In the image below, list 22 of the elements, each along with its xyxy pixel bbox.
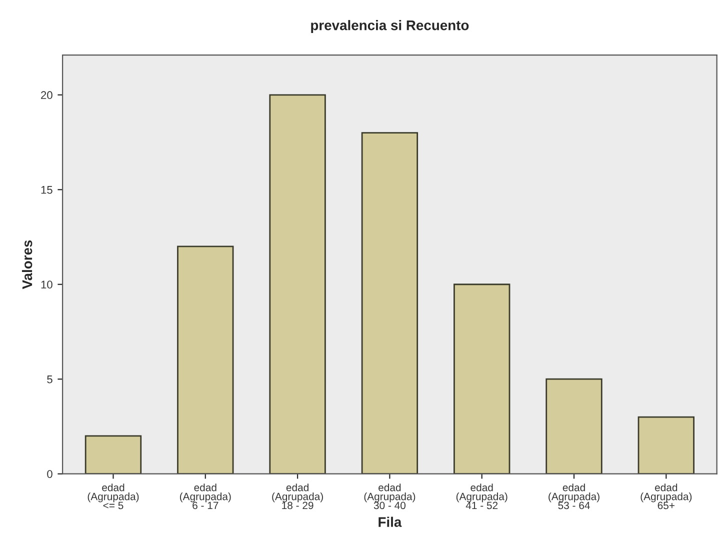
x-tick-label: edad (Agrupada) 30 - 40: [364, 484, 416, 510]
bar: [546, 378, 602, 474]
bar: [84, 435, 142, 474]
x-tick-label: edad (Agrupada) 18 - 29: [272, 484, 323, 510]
chart-title: prevalencia si Recuento: [311, 20, 469, 33]
x-tick-label: edad (Agrupada) 41 - 52: [456, 484, 508, 510]
bar: [638, 416, 694, 474]
x-tick-label: edad (Agrupada) 6 - 17: [180, 484, 231, 510]
y-tick-label: 5: [47, 376, 52, 384]
x-tick-label: edad (Agrupada) 65+: [640, 484, 692, 510]
x-tick-label: edad (Agrupada) <= 5: [88, 484, 139, 510]
bar: [177, 246, 234, 474]
x-axis-title: Fila: [378, 516, 402, 527]
y-axis-title: Valores: [22, 240, 32, 290]
y-tick-label: 20: [41, 91, 52, 100]
y-tick-label: 0: [47, 470, 52, 478]
bar: [269, 94, 326, 474]
y-tick-label: 15: [41, 186, 52, 194]
x-tick-label: edad (Agrupada) 53 - 64: [548, 484, 600, 510]
bar: [361, 132, 418, 474]
y-tick-label: 10: [41, 280, 52, 289]
bar: [454, 284, 510, 474]
